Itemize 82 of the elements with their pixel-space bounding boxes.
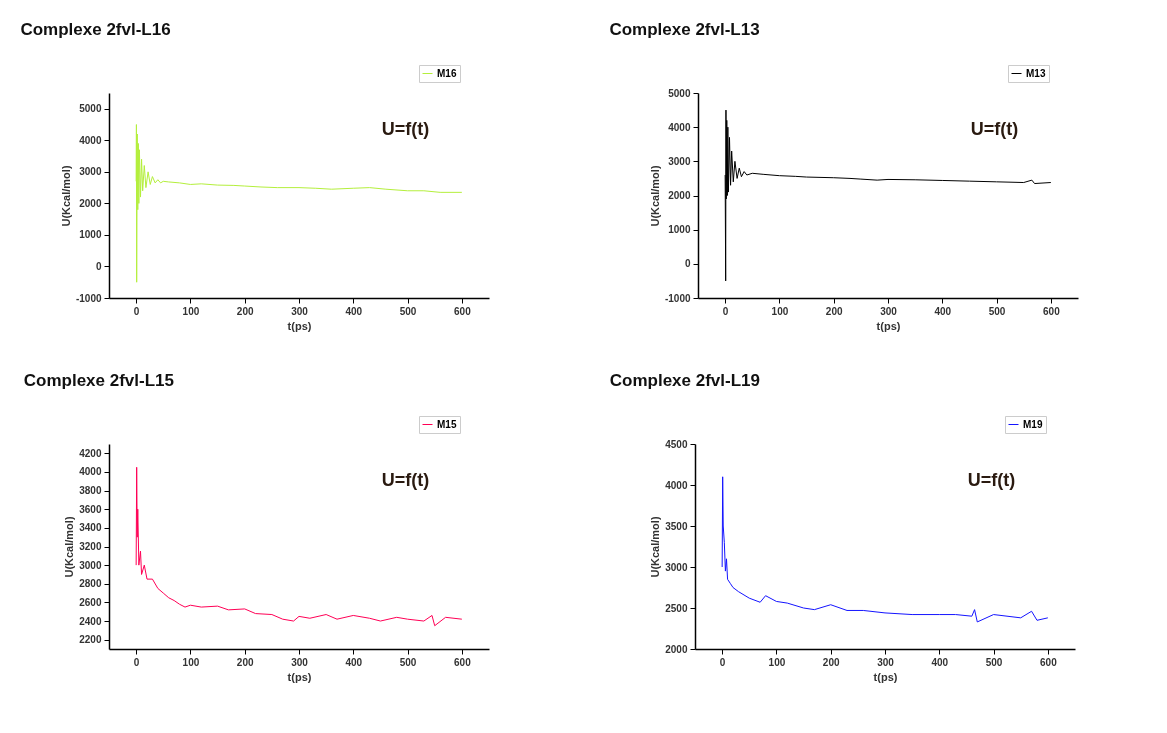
y-tick-label: 3000 xyxy=(668,155,691,167)
x-tick-label: 300 xyxy=(880,305,898,317)
y-tick-label: 3800 xyxy=(79,485,102,497)
y-tick-label: 3000 xyxy=(665,561,688,573)
x-axis-title: t(ps) xyxy=(287,319,312,332)
x-axis-title: t(ps) xyxy=(287,670,312,683)
annotation: U=f(t) xyxy=(381,118,430,139)
y-tick-label: 2400 xyxy=(79,615,102,627)
x-tick-label: 500 xyxy=(988,305,1006,317)
x-tick-label: 300 xyxy=(291,305,309,317)
line-series xyxy=(135,124,463,283)
y-tick-label: 3500 xyxy=(665,520,688,532)
line-series xyxy=(135,466,463,627)
y-tick-label: 2500 xyxy=(665,602,688,614)
line-series xyxy=(724,109,1052,282)
x-tick-label: 500 xyxy=(399,305,417,317)
y-tick-label: 4200 xyxy=(79,447,102,459)
y-axis-title: U(Kcal/mol) xyxy=(648,165,661,227)
y-tick-label: 0 xyxy=(684,258,691,270)
annotation: U=f(t) xyxy=(970,118,1019,139)
y-tick-label: 4000 xyxy=(79,134,102,146)
y-tick-label: 2600 xyxy=(79,596,102,608)
y-tick-label: 3400 xyxy=(79,522,102,534)
y-tick-label: 3000 xyxy=(79,559,102,571)
x-tick-label: 400 xyxy=(345,656,363,668)
chart-title: Complexe 2fvl-L15 xyxy=(23,370,174,390)
x-tick-label: 0 xyxy=(133,656,140,668)
x-tick-label: 100 xyxy=(771,305,789,317)
chart-title: Complexe 2fvl-L19 xyxy=(609,370,760,390)
y-tick-label: 2000 xyxy=(668,190,691,201)
y-tick-label: -1000 xyxy=(75,292,102,304)
x-tick-label: 100 xyxy=(182,305,200,317)
x-tick-label: 200 xyxy=(822,656,840,668)
chart-title: Complexe 2fvl-L13 xyxy=(609,19,760,39)
x-tick-label: 300 xyxy=(291,656,309,668)
annotation: U=f(t) xyxy=(967,469,1016,490)
y-tick-label: 3600 xyxy=(79,503,102,515)
y-tick-label: 0 xyxy=(95,260,102,272)
legend-label: M15 xyxy=(437,418,457,430)
y-axis-title: U(Kcal/mol) xyxy=(59,165,72,227)
x-tick-label: 400 xyxy=(931,656,949,668)
y-tick-label: 2000 xyxy=(665,643,688,655)
x-tick-label: 300 xyxy=(877,656,895,668)
y-tick-label: 3200 xyxy=(79,541,102,552)
y-axis-title: U(Kcal/mol) xyxy=(63,516,76,578)
legend-label: M19 xyxy=(1023,418,1043,430)
y-tick-label: 2000 xyxy=(79,197,102,209)
legend-label: M13 xyxy=(1026,67,1046,79)
x-tick-label: 500 xyxy=(399,656,417,668)
y-tick-label: 1000 xyxy=(668,224,691,236)
y-tick-label: 4000 xyxy=(665,479,688,491)
x-tick-label: 600 xyxy=(1043,305,1061,317)
x-tick-label: 500 xyxy=(985,656,1003,668)
y-tick-label: -1000 xyxy=(664,292,691,304)
x-axis-title: t(ps) xyxy=(873,670,898,683)
x-axis-title: t(ps) xyxy=(876,319,901,332)
x-tick-label: 0 xyxy=(719,656,726,668)
y-tick-label: 4000 xyxy=(79,466,102,478)
x-tick-label: 400 xyxy=(934,305,952,317)
chart-title: Complexe 2fvl-L16 xyxy=(20,19,171,39)
y-tick-label: 4000 xyxy=(668,121,691,133)
x-tick-label: 600 xyxy=(454,305,472,317)
y-axis-title: U(Kcal/mol) xyxy=(649,516,662,578)
x-tick-label: 100 xyxy=(182,656,200,668)
annotation: U=f(t) xyxy=(381,469,430,490)
x-tick-label: 200 xyxy=(236,656,254,668)
y-tick-label: 1000 xyxy=(79,229,102,241)
x-tick-label: 400 xyxy=(345,305,363,317)
y-tick-label: 2200 xyxy=(79,634,102,646)
y-tick-label: 4500 xyxy=(665,438,688,450)
y-tick-label: 2800 xyxy=(79,578,102,590)
x-tick-label: 200 xyxy=(236,305,254,317)
x-tick-label: 200 xyxy=(825,305,843,317)
x-tick-label: 600 xyxy=(454,656,472,668)
x-tick-label: 100 xyxy=(768,656,786,668)
x-tick-label: 0 xyxy=(722,305,729,317)
y-tick-label: 5000 xyxy=(79,103,102,115)
y-tick-label: 3000 xyxy=(79,166,102,178)
y-tick-label: 5000 xyxy=(668,87,691,99)
x-tick-label: 0 xyxy=(133,305,140,317)
x-tick-label: 600 xyxy=(1040,656,1058,668)
legend-label: M16 xyxy=(437,67,457,79)
